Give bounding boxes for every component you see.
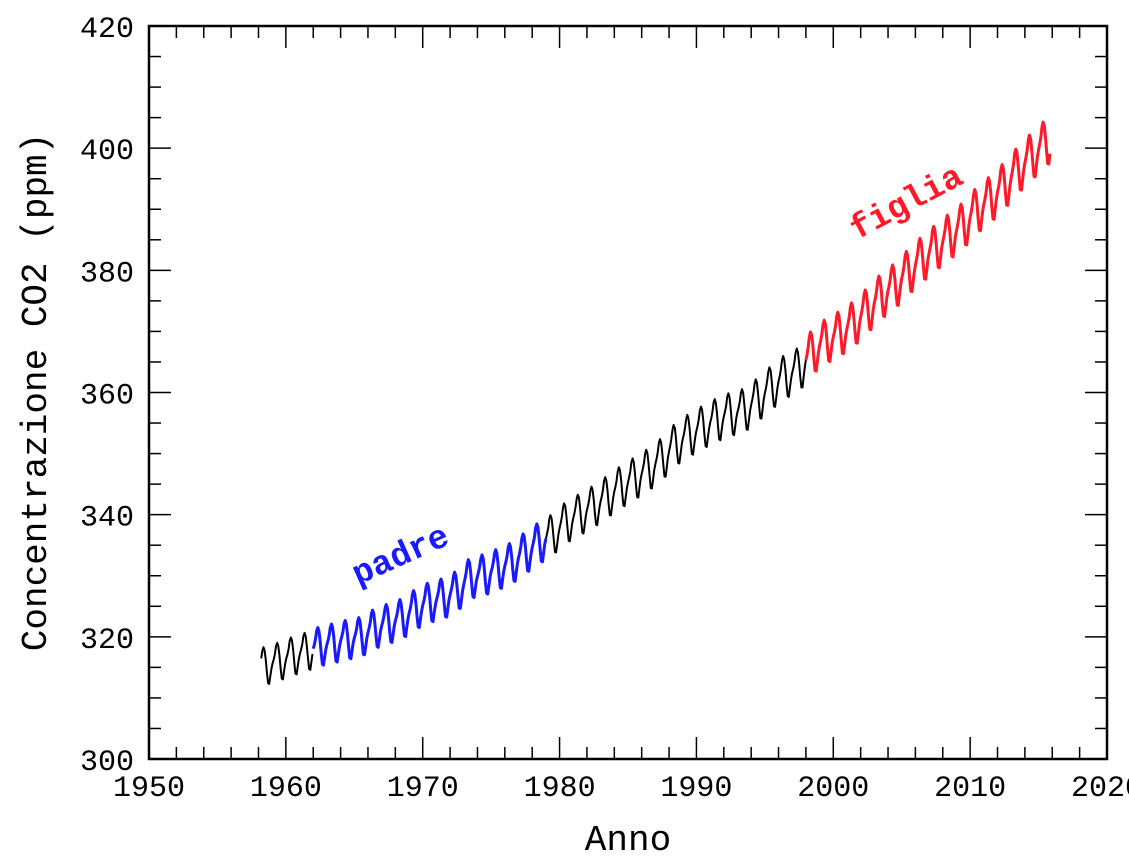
data-series — [260, 120, 1052, 685]
x-axis-label: Anno — [585, 820, 671, 861]
axis-ticks — [148, 25, 1108, 760]
x-tick-label: 2010 — [934, 772, 1006, 806]
x-tick-label: 2000 — [797, 772, 869, 806]
x-tick-label: 1950 — [113, 772, 185, 806]
tick-labels: 1950 1960 1970 1980 1990 2000 2010 2020 300 320 34… — [80, 13, 1129, 806]
series-figlia — [804, 120, 1052, 373]
x-tick-label: 1970 — [387, 772, 459, 806]
y-axis-label: Concentrazione CO2 (ppm) — [16, 133, 57, 651]
x-tick-label: 1980 — [524, 772, 596, 806]
y-tick-label: 360 — [80, 380, 134, 414]
x-tick-label: 2020 — [1071, 772, 1129, 806]
series-padre — [311, 522, 548, 667]
y-tick-label: 420 — [80, 13, 134, 47]
plot-frame — [147, 24, 1109, 761]
y-tick-label: 400 — [80, 135, 134, 169]
y-tick-label: 380 — [80, 257, 134, 291]
y-tick-label: 340 — [80, 502, 134, 536]
series-black-early — [260, 631, 314, 685]
y-tick-label: 300 — [80, 746, 134, 780]
x-tick-label: 1960 — [250, 772, 322, 806]
series-black-middle — [544, 347, 807, 554]
y-tick-label: 320 — [80, 624, 134, 658]
x-tick-label: 1990 — [660, 772, 732, 806]
